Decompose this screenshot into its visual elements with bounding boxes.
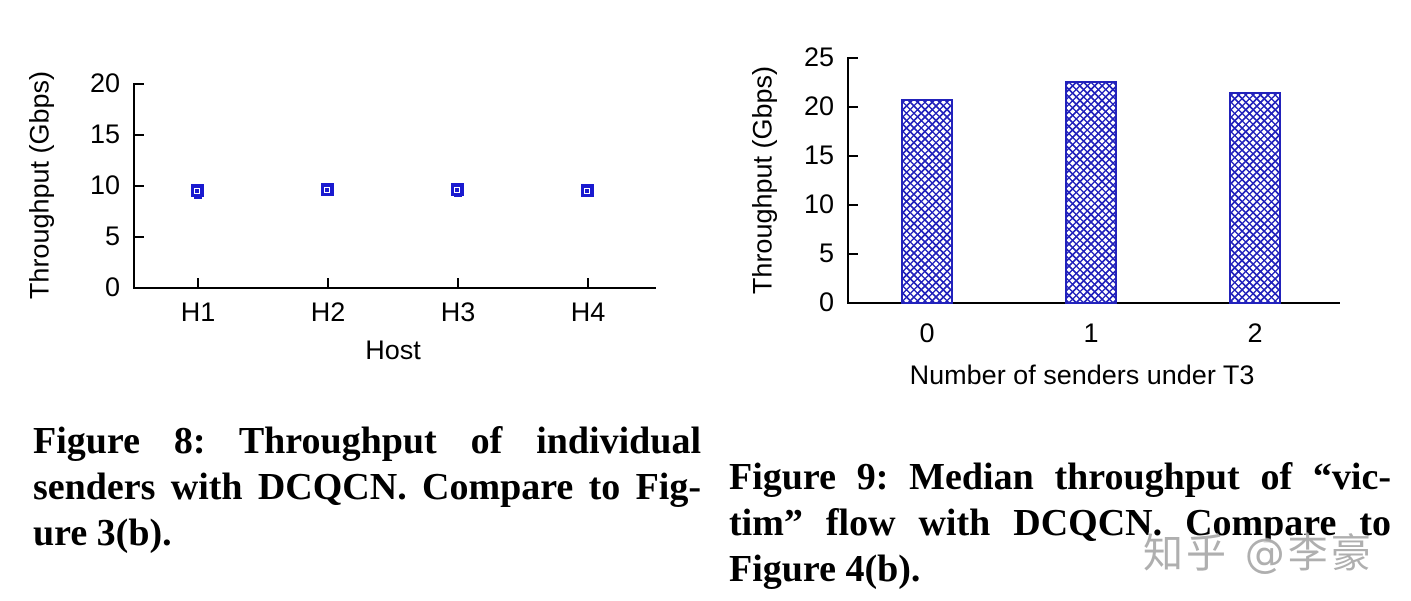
figure8-y-tick-label: 10: [89, 170, 120, 200]
figure8-error-bar-cap: [194, 197, 202, 199]
figure9-y-tick: [849, 106, 858, 108]
figure8-y-tick-label: 20: [89, 68, 120, 98]
figure8-x-axis-label: Host: [365, 335, 421, 365]
figure8-y-tick-label: 15: [89, 119, 120, 149]
figure9-caption-line-1: Figure 9: Median throughput of “vic-: [729, 456, 1391, 498]
figure9-x-tick-label: 0: [919, 318, 935, 348]
figure9-y-tick-label: 10: [803, 189, 834, 219]
figure8-x-axis: [133, 287, 656, 289]
figure8-x-tick: [587, 278, 589, 287]
watermark: 知乎 @李豪: [1143, 531, 1374, 577]
figure8-data-point-marker: [321, 183, 334, 196]
figure9-x-axis-label: Number of senders under T3: [909, 360, 1255, 390]
figure9-y-tick-label: 20: [803, 91, 834, 121]
figure9-caption-line-2: tim” flow with DCQCN. Compare to: [729, 502, 1391, 544]
figure8-x-tick-label: H1: [180, 297, 216, 327]
figure8-error-bar-cap: [454, 195, 462, 197]
figure9-bar: [901, 99, 953, 304]
figure8-y-tick-label: 0: [104, 272, 120, 302]
figure8-data-point-marker: [581, 184, 594, 197]
figure9-x-tick-label: 1: [1083, 318, 1099, 348]
figure8-x-tick: [327, 278, 329, 287]
figure9-bar: [1229, 92, 1281, 304]
figure9-y-tick: [849, 253, 858, 255]
figure9-y-tick: [849, 204, 858, 206]
figure8-x-tick-label: H3: [440, 297, 476, 327]
figure8-y-tick-label: 5: [104, 221, 120, 251]
figure8-marker-inner-square: [324, 187, 330, 193]
figure8-x-tick: [457, 278, 459, 287]
figure8-caption: Figure 8: Throughput of individual sende…: [33, 418, 701, 556]
figure9-y-tick-label: 0: [818, 287, 834, 317]
figure9-y-tick: [849, 155, 858, 157]
figure9-caption: Figure 9: Median throughput of “vic- tim…: [729, 454, 1391, 592]
figure8-caption-line-1: Figure 8: Throughput of individual: [33, 420, 701, 462]
figure8-x-tick-label: H4: [570, 297, 606, 327]
figure9-y-tick-label: 5: [818, 238, 834, 268]
figure8-y-tick: [135, 185, 144, 187]
figure9-y-tick: [849, 57, 858, 59]
figure8-y-tick: [135, 83, 144, 85]
figure8-y-tick: [135, 236, 144, 238]
figure8-y-axis: [133, 83, 135, 289]
figure8-x-tick-label: H2: [310, 297, 346, 327]
figure8-x-tick: [197, 278, 199, 287]
figure9-caption-line-3: Figure 4(b).: [729, 548, 921, 590]
figure8-marker-inner-square: [194, 188, 200, 194]
figure9-y-tick-label: 15: [803, 140, 834, 170]
figure8-marker-inner-square: [454, 187, 460, 193]
figure8-y-tick: [135, 134, 144, 136]
figure9-x-tick-label: 2: [1247, 318, 1263, 348]
figure8-data-point-marker: [191, 184, 204, 197]
figure8-caption-line-2: senders with DCQCN. Compare to Fig-: [33, 466, 701, 508]
figure8-marker-inner-square: [584, 188, 590, 194]
figure9-y-tick-label: 25: [803, 42, 834, 72]
figure9-y-axis: [847, 57, 849, 304]
figure8-caption-line-3: ure 3(b).: [33, 512, 172, 554]
figure8-data-point-marker: [451, 183, 464, 196]
figure9-bar: [1065, 81, 1117, 304]
figure8-y-axis-label: Throughput (Gbps): [24, 70, 55, 300]
